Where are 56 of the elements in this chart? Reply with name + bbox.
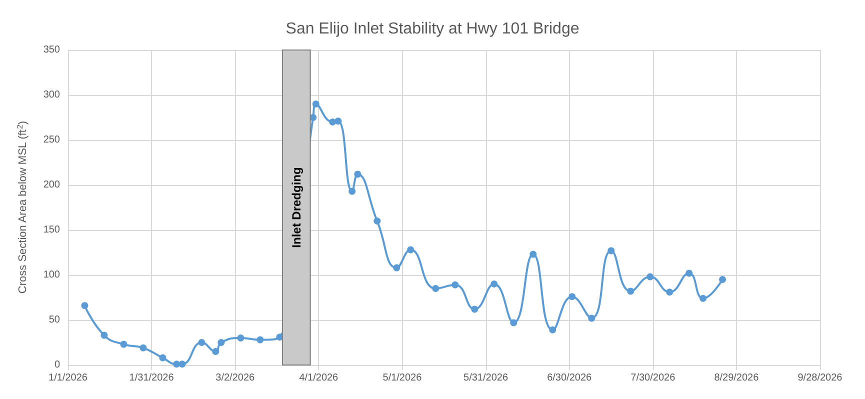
point (374, 218, 381, 224)
point (81, 302, 88, 310)
x-tick-label: 1/1/2026 (48, 372, 88, 384)
point (334, 118, 342, 125)
chart-title: San Elijo Inlet Stability at Hwy 101 Bridge (286, 20, 580, 38)
point (348, 188, 356, 195)
point (178, 360, 186, 368)
point (256, 336, 264, 344)
point (173, 360, 180, 368)
y-tick-label: 150 (43, 224, 60, 236)
point (719, 276, 726, 283)
point (568, 293, 576, 300)
point (627, 288, 634, 295)
point (407, 246, 414, 254)
point (198, 339, 206, 346)
point (646, 273, 654, 280)
point (588, 314, 596, 322)
point (490, 280, 498, 288)
band-label: Inlet Dredging (289, 167, 304, 248)
y-tick-label: 250 (43, 134, 60, 146)
x-tick-label: 3/2/2026 (216, 372, 256, 384)
y-tick-label: 300 (43, 90, 60, 100)
x-tick-label: 4/1/2026 (299, 372, 339, 384)
x-tick-label: 6/30/2026 (547, 372, 592, 384)
x-tick-label: 5/1/2026 (382, 372, 422, 384)
point (530, 250, 537, 258)
point (312, 100, 320, 108)
point (218, 339, 225, 346)
point (608, 247, 615, 254)
point (686, 270, 693, 277)
point (159, 354, 166, 362)
point (212, 348, 220, 355)
point (393, 264, 400, 272)
y-tick-label: 50 (48, 314, 60, 326)
point (510, 319, 518, 326)
x-tick-label: 8/29/2026 (714, 372, 760, 384)
y-tick-label: 0 (54, 360, 60, 370)
y-tick-label: 100 (43, 270, 60, 280)
point (700, 294, 707, 302)
point (471, 306, 478, 313)
y-tick-label: 350 (43, 44, 60, 56)
point (140, 344, 147, 352)
point (549, 326, 556, 334)
point (120, 340, 128, 348)
y-tick-label: 200 (43, 180, 60, 190)
point (354, 170, 362, 178)
x-tick-label: 9/28/2026 (798, 372, 843, 384)
point (452, 281, 459, 288)
point (237, 334, 244, 342)
point (100, 332, 108, 339)
point (432, 285, 440, 292)
y-axis-title: Cross Section Area below MSL (ft2) (16, 120, 29, 294)
x-tick-label: 1/31/2026 (129, 372, 174, 384)
x-tick-label: 5/31/2026 (464, 372, 508, 384)
x-tick-label: 7/30/2026 (630, 372, 676, 384)
point (666, 288, 674, 296)
